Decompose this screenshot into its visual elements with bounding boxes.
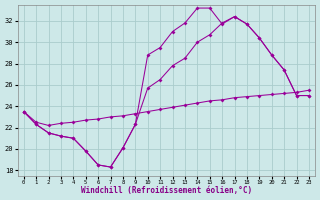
X-axis label: Windchill (Refroidissement éolien,°C): Windchill (Refroidissement éolien,°C) — [81, 186, 252, 195]
